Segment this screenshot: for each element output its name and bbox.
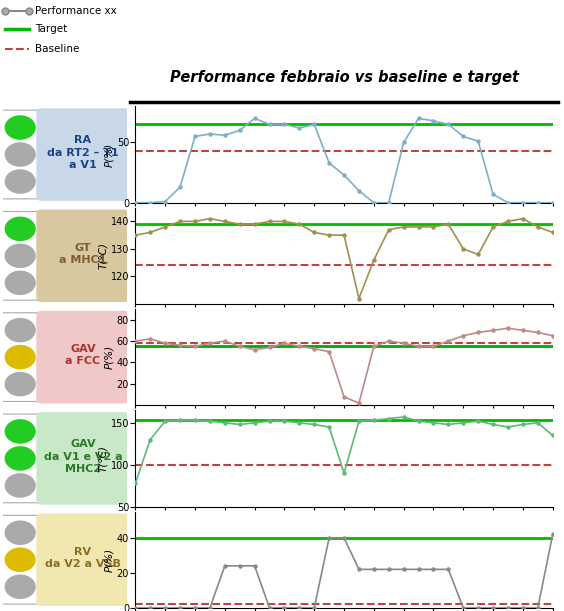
FancyBboxPatch shape (0, 211, 42, 300)
Circle shape (5, 116, 35, 139)
Circle shape (5, 447, 35, 470)
Circle shape (5, 521, 35, 544)
FancyBboxPatch shape (36, 108, 129, 201)
FancyBboxPatch shape (36, 311, 129, 403)
Y-axis label: T(°C): T(°C) (98, 445, 108, 472)
Circle shape (5, 346, 35, 368)
FancyBboxPatch shape (0, 313, 42, 401)
FancyBboxPatch shape (0, 110, 42, 199)
Circle shape (5, 318, 35, 342)
Y-axis label: P(%): P(%) (104, 547, 114, 572)
FancyBboxPatch shape (0, 414, 42, 503)
Circle shape (5, 548, 35, 571)
Circle shape (5, 474, 35, 497)
Circle shape (5, 373, 35, 396)
Circle shape (5, 244, 35, 268)
Circle shape (5, 420, 35, 443)
Circle shape (5, 218, 35, 240)
Text: Baseline: Baseline (35, 44, 80, 54)
Text: RV
da V2 a VSB: RV da V2 a VSB (45, 547, 121, 569)
Circle shape (5, 271, 35, 295)
FancyBboxPatch shape (0, 516, 42, 604)
FancyBboxPatch shape (36, 412, 129, 505)
Text: GAV
a FCC: GAV a FCC (65, 344, 100, 367)
Text: Performance febbraio vs baseline e target: Performance febbraio vs baseline e targe… (170, 70, 518, 86)
Text: Target: Target (35, 24, 67, 34)
Circle shape (5, 170, 35, 193)
Y-axis label: T(°C): T(°C) (98, 243, 108, 269)
FancyBboxPatch shape (36, 513, 129, 606)
Text: GT
a MHC1: GT a MHC1 (59, 243, 107, 265)
Y-axis label: P(%): P(%) (104, 345, 114, 369)
Text: RA
da RT2 – T1
a V1: RA da RT2 – T1 a V1 (47, 135, 118, 170)
Circle shape (5, 143, 35, 166)
Text: Performance xx: Performance xx (35, 5, 117, 16)
FancyBboxPatch shape (36, 210, 129, 302)
Y-axis label: P(%): P(%) (104, 142, 114, 167)
Text: GAV
da V1 e V2 a
MHC2: GAV da V1 e V2 a MHC2 (43, 439, 122, 474)
Circle shape (5, 575, 35, 598)
